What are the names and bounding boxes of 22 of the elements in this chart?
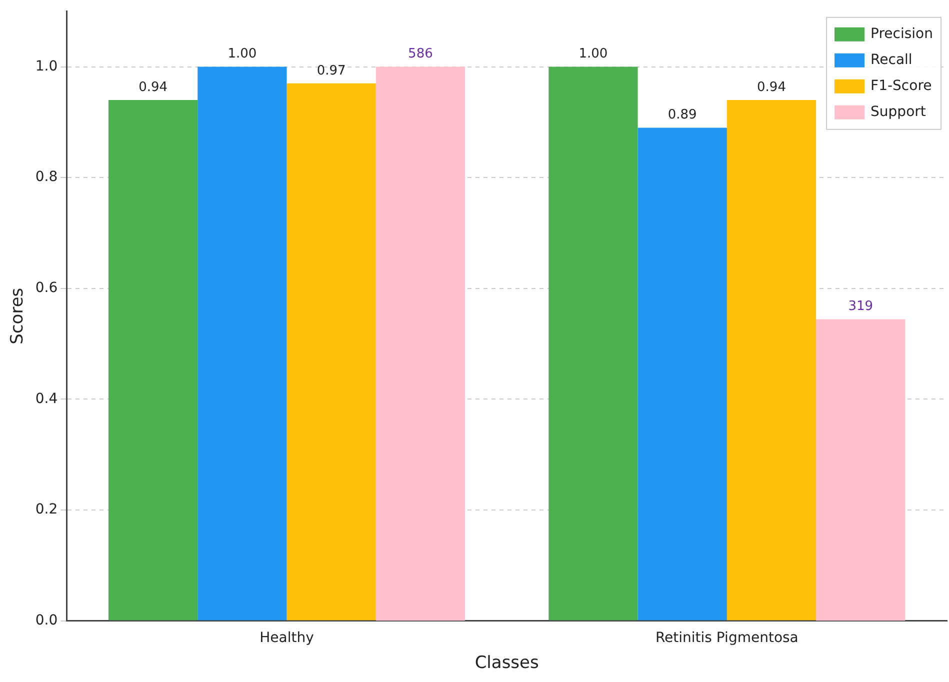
- legend-label: F1-Score: [870, 78, 932, 94]
- data-label: 319: [848, 299, 874, 314]
- x-tick-label: Retinitis Pigmentosa: [655, 630, 798, 646]
- data-label: 586: [408, 46, 433, 62]
- data-label: 1.00: [578, 46, 608, 62]
- data-label: 1.00: [228, 46, 257, 62]
- y-tick-label: 0.0: [35, 612, 58, 628]
- x-tick-label: Healthy: [260, 630, 314, 646]
- data-label: 0.89: [668, 108, 697, 123]
- y-tick-label: 1.0: [35, 58, 58, 74]
- y-tick-label: 0.6: [35, 280, 58, 296]
- y-tick-label: 0.4: [35, 390, 58, 407]
- data-label: 0.97: [316, 63, 346, 78]
- y-tick-label: 0.8: [35, 169, 58, 186]
- legend-label: Precision: [870, 26, 933, 42]
- legend-label: Recall: [870, 52, 912, 68]
- y-tick-label: 0.2: [35, 502, 58, 518]
- data-label: 0.94: [757, 80, 786, 95]
- x-axis-title: Classes: [474, 653, 539, 674]
- y-axis-title: Scores: [8, 288, 28, 344]
- data-label: 0.94: [138, 80, 168, 95]
- legend-label: Support: [870, 104, 926, 120]
